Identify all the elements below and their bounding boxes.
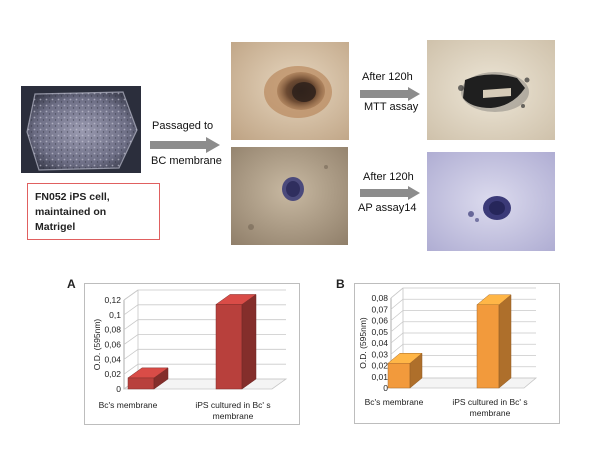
chart-a-category-label: membrane (213, 411, 254, 421)
chart-a-gridline (123, 319, 286, 330)
chart-a-bar-side (241, 293, 257, 390)
chart-a-gridline (123, 348, 286, 360)
passaged-label-line2: BC membrane (151, 155, 222, 167)
chart-a-gridline (123, 289, 286, 301)
chart-a-category-label: iPS cultured in Bc' s (195, 400, 270, 410)
note-line-2: maintained on (35, 206, 107, 218)
chart-b-tick-label: 0,02 (371, 361, 388, 371)
chart-b-category-label: iPS cultured in Bc' s (452, 397, 527, 407)
bc-membrane-bottom-photo (231, 147, 348, 245)
chart-a-tick-label: 0 (116, 384, 121, 394)
ap-result-image (427, 152, 555, 251)
chart-b-tick-label: 0 (383, 383, 388, 393)
chart-b-tick-label: 0,01 (371, 372, 388, 382)
ips-colony-image (21, 86, 141, 173)
mtt-result-photo (427, 40, 555, 140)
panel-b-letter: B (336, 277, 345, 291)
ap-arrow-icon (360, 186, 420, 200)
chart-b-category-label: Bc's membrane (365, 397, 424, 407)
chart-b-gridline (390, 332, 536, 344)
mtt-result-image (427, 40, 555, 140)
chart-b-tick-label: 0,05 (371, 327, 388, 337)
mtt-label-line1: After 120h (362, 71, 413, 83)
ap-label-line1: After 120h (363, 171, 414, 183)
chart-b-gridline (390, 321, 536, 333)
chart-b-bar-side (498, 294, 512, 389)
chart-b-frame (354, 283, 560, 424)
chart-b-bar-top (476, 294, 512, 305)
chart-b-gridline (390, 298, 536, 310)
chart-a-bar-front (215, 304, 243, 390)
chart-a-tick-label: 0,06 (104, 340, 121, 350)
chart-a-y-axis-label: O.D. (595nm) (92, 319, 102, 371)
ips-colony-photo (21, 86, 141, 173)
chart-b: 00,010,02 0,030,040,050,06 0,070,08 O.D. (5… (358, 287, 538, 418)
chart-b-tick-label: 0,07 (371, 304, 388, 314)
chart-b-tick-label: 0,06 (371, 316, 388, 326)
chart-a-bar-top (215, 294, 257, 305)
chart-a-bar-front (127, 377, 155, 390)
chart-a-gridline (123, 304, 286, 316)
chart-a-gridline (123, 334, 286, 345)
chart-b-y-axis-label: O.D. (595nm) (358, 317, 368, 369)
mtt-arrow-icon (360, 87, 420, 101)
chart-a-tick-label: 0,02 (104, 369, 121, 379)
chart-b-bar-top (387, 353, 423, 364)
chart-b-tick-label: 0,04 (371, 338, 388, 348)
chart-a-frame (84, 283, 300, 425)
ap-result-photo (427, 152, 555, 251)
chart-b-tick-label: 0,08 (371, 293, 388, 303)
chart-a-category-label: Bc's membrane (99, 400, 158, 410)
chart-a-tick-label: 0,12 (104, 295, 121, 305)
chart-a-tick-label: 0,08 (104, 325, 121, 335)
panel-a-letter: A (67, 277, 76, 291)
bc-membrane-top-photo (231, 42, 349, 140)
chart-a: 0 0,02 0,04 0,06 0,08 0,1 0,12 O.D. (595nm) Bc's… (92, 289, 288, 421)
chart-b-gridline (390, 287, 536, 299)
note-line-3: Matrigel (35, 221, 76, 233)
note-line-1: FN052 iPS cell, (35, 191, 110, 203)
chart-b-tick-label: 0,03 (371, 349, 388, 359)
chart-b-bar-front (476, 304, 500, 389)
chart-a-bar-top (127, 367, 169, 379)
passaged-arrow-icon (150, 137, 220, 153)
passaged-label-line1: Passaged to (152, 120, 214, 132)
chart-a-tick-label: 0,1 (109, 310, 121, 320)
chart-b-gridline (390, 343, 536, 355)
mtt-label-line2: MTT assay (364, 101, 419, 113)
chart-b-category-label: membrane (470, 408, 511, 418)
chart-b-gridline (390, 310, 536, 321)
bc-membrane-top-image (231, 42, 349, 140)
ap-label-line2: AP assay14 (358, 202, 417, 214)
cell-line-note-box: FN052 iPS cell, maintained on Matrigel (27, 183, 160, 240)
bc-membrane-bottom-image (231, 147, 348, 245)
chart-b-bar-front (387, 363, 411, 389)
chart-a-tick-label: 0,04 (104, 354, 121, 364)
